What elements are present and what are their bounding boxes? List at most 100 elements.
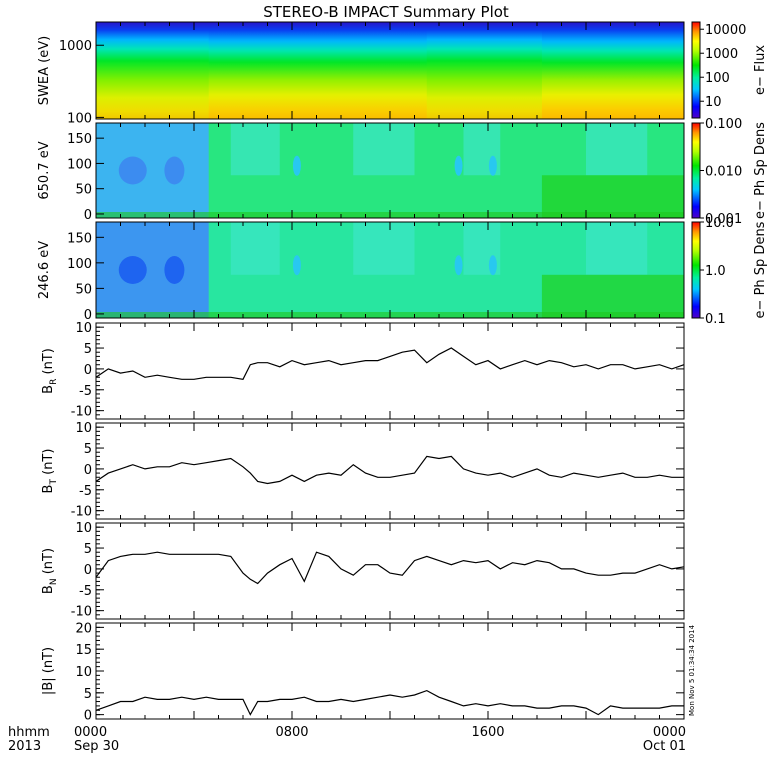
pad-patch <box>586 123 648 176</box>
x-tick-date-label: Sep 30 <box>74 739 119 754</box>
panel-2: 0 50 100 150 650.7 eV 0.100 0.010 0.001 e− Ph Sp… <box>37 117 768 227</box>
colorbar <box>691 21 701 119</box>
pad-low-density-block <box>96 123 209 218</box>
y-tick-label: 10 <box>75 521 92 536</box>
y-axis-label: BR (nT) <box>41 348 59 394</box>
y-tick-label: 0 <box>84 308 92 323</box>
data-line <box>95 551 685 585</box>
colorbar-tick-label: 0.001 <box>705 212 742 227</box>
pad-feature <box>488 255 497 276</box>
pad-patch <box>586 222 648 275</box>
panel-frame <box>95 622 685 720</box>
y-axis-label: BT (nT) <box>41 449 59 494</box>
y-tick-label: -10 <box>71 405 92 420</box>
pad-feature <box>118 256 147 284</box>
colorbar <box>691 122 701 219</box>
pad-patch <box>230 123 280 176</box>
colorbar-tick-label: 0.100 <box>705 117 742 132</box>
swea-spectrogram-segment <box>541 22 684 119</box>
colorbar-tick-label: 100 <box>705 71 730 86</box>
pad-feature <box>164 256 185 284</box>
pad-feature <box>292 155 301 176</box>
x-tick-label: 0000 <box>74 725 107 740</box>
y-tick-label: 10 <box>75 421 92 436</box>
y-tick-label: 10 <box>75 321 92 336</box>
pad-patch <box>353 123 415 176</box>
y-tick-label: 100 <box>67 157 92 172</box>
y-tick-label: 0 <box>84 363 92 378</box>
colorbar-tick-label: 0.1 <box>705 312 726 327</box>
pad-feature <box>454 255 463 276</box>
y-tick-label: 50 <box>75 282 92 297</box>
figure-title: STEREO-B IMPACT Summary Plot <box>263 3 509 21</box>
y-tick-label: 150 <box>67 231 92 246</box>
y-tick-label: 100 <box>67 257 92 272</box>
y-tick-label: -5 <box>79 384 92 399</box>
y-tick-label: 20 <box>75 621 92 636</box>
y-tick-label: 10 <box>75 665 92 680</box>
pad-patch <box>230 222 280 275</box>
y-tick-label: 0 <box>84 208 92 223</box>
y-tick-label: 5 <box>84 542 92 557</box>
panel-frame <box>95 522 685 620</box>
panel-frame <box>95 422 685 520</box>
panel-frame <box>95 322 685 420</box>
y-tick-label: 1000 <box>59 39 92 54</box>
pad-late-segment <box>541 175 684 218</box>
panel-6: 10 5 0 -5 -10 BN (nT) <box>41 521 685 620</box>
y-tick-label: 5 <box>84 687 92 702</box>
x-tick-date-label: Oct 01 <box>643 739 686 754</box>
pad-feature <box>292 255 301 276</box>
pad-feature <box>118 156 147 185</box>
panel-4: 10 5 0 -5 -10 BR (nT) <box>41 321 685 420</box>
data-line <box>95 689 684 716</box>
swea-spectrogram-segment <box>208 22 427 119</box>
pad-feature <box>454 155 463 176</box>
y-tick-label: -5 <box>79 584 92 599</box>
colorbar-label: e− Flux <box>753 45 768 95</box>
y-tick-label: 0 <box>84 463 92 478</box>
colorbar-label: e− Ph Sp Dens <box>753 221 768 318</box>
panel-3: 0 50 100 150 246.6 eV 10.0 1.0 0.1 e− Ph Sp Dens <box>37 216 768 327</box>
panel-5: 10 5 0 -5 -10 BT (nT) <box>41 421 685 520</box>
colorbar <box>691 221 701 319</box>
y-axis-label: SWEA (eV) <box>37 36 52 105</box>
colorbar-tick-label: 1000 <box>705 47 738 62</box>
x-tick-label: 0800 <box>275 725 308 740</box>
y-axis-label: BN (nT) <box>41 548 59 594</box>
colorbar-label: e− Ph Sp Dens <box>753 122 768 219</box>
y-tick-label: -5 <box>79 484 92 499</box>
y-tick-label: -10 <box>71 505 92 520</box>
colorbar-tick-label: 0.010 <box>705 165 742 180</box>
y-tick-label: 150 <box>67 132 92 147</box>
x-tick-label: 1600 <box>471 725 504 740</box>
y-tick-label: 5 <box>84 342 92 357</box>
y-axis-label: 650.7 eV <box>37 141 52 199</box>
y-tick-label: 100 <box>67 111 92 126</box>
y-tick-label: 15 <box>75 643 92 658</box>
y-tick-label: -10 <box>71 605 92 620</box>
pad-feature <box>164 156 185 185</box>
y-tick-label: 5 <box>84 442 92 457</box>
data-line <box>95 455 684 485</box>
panel-1: 1000 100 SWEA (eV) 10000 1000 100 10 e− Flux <box>37 21 768 126</box>
colorbar-tick-label: 10000 <box>705 23 746 38</box>
x-label-hhmm: hhmm <box>8 725 50 740</box>
pad-patch <box>353 222 415 275</box>
x-tick-label: 0000 <box>653 725 686 740</box>
pad-late-segment <box>541 274 684 318</box>
stamp-text: Mon Nov 5 01:34:34 2014 <box>688 624 696 716</box>
pad-low-density-block <box>96 222 209 318</box>
colorbar-tick-label: 1.0 <box>705 264 726 279</box>
colorbar-tick-label: 10.0 <box>705 216 734 231</box>
y-tick-label: 50 <box>75 183 92 198</box>
panel-7: 20 15 10 5 0 |B| (nT) <box>41 621 685 724</box>
colorbar-tick-label: 10 <box>705 95 722 110</box>
y-tick-label: 0 <box>84 709 92 724</box>
x-label-year: 2013 <box>8 739 41 754</box>
y-axis-label: 246.6 eV <box>37 241 52 299</box>
data-line <box>95 347 685 380</box>
pad-feature <box>488 155 497 176</box>
y-axis-label: |B| (nT) <box>41 647 56 695</box>
